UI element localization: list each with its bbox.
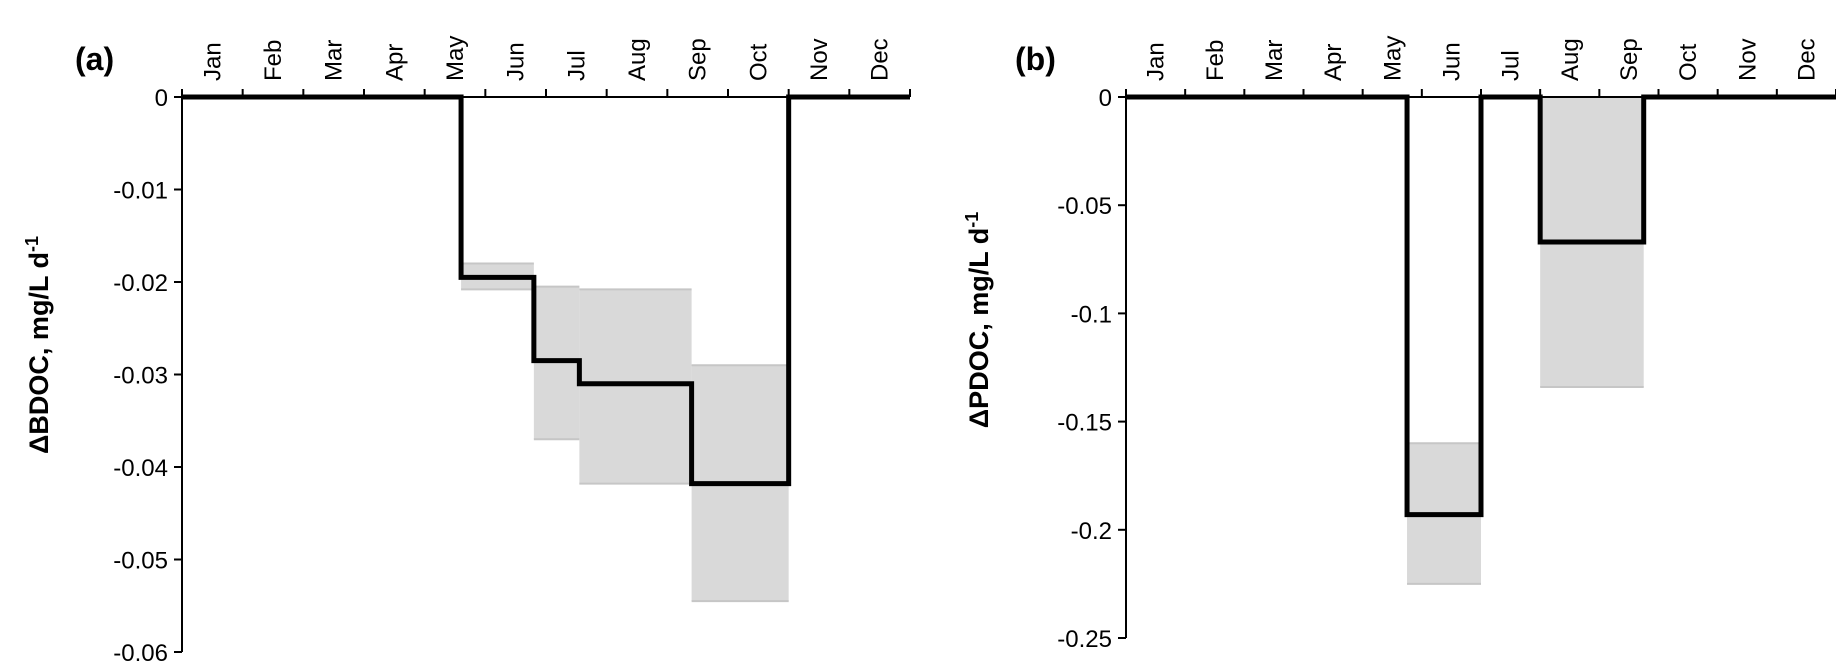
panel-a-x-tick-label-jul: Jul: [563, 50, 590, 81]
panel-b-y-tick-label-4: -0.2: [1071, 518, 1112, 545]
panel-b-axes: Jan Feb Mar Apr May Jun Jul Aug Sep Oct Nov Dec 0 -0.…: [1057, 36, 1836, 653]
panel-b-y-axis-label: ΔPDOC, mg/L d-1: [962, 212, 994, 428]
panel-a-x-tick-label-nov: Nov: [806, 38, 833, 81]
panel-b-label: (b): [1015, 41, 1056, 77]
panel-a-series-line-0: [182, 94, 910, 487]
panel-b-y-axis-label-text: ΔPDOC, mg/L d: [964, 228, 994, 428]
panel-a-x-tick-label-mar: Mar: [321, 40, 348, 81]
panel-a-chart: (a) ΔBDOC, mg/L d-1 Jan Feb Mar Apr May Jun Ju…: [22, 36, 911, 664]
panel-a-x-tick-label-feb: Feb: [260, 40, 287, 81]
panel-a-y-axis-label-superscript: -1: [22, 236, 42, 252]
panel-a-y-axis-label-text: ΔBDOC, mg/L d: [24, 252, 54, 454]
panel-a-y-tick-label-2: -0.02: [113, 270, 168, 297]
panel-b-x-tick-label-nov: Nov: [1734, 38, 1761, 81]
panel-b-x-tick-label-jul: Jul: [1498, 50, 1525, 81]
panel-b-x-tick-label-jan: Jan: [1143, 42, 1170, 81]
panel-b-bands: [1407, 96, 1644, 585]
panel-a-axes: Jan Feb Mar Apr May Jun Jul Aug Sep Oct Nov Dec 0 -0.…: [113, 36, 911, 664]
panel-a-y-tick-label-5: -0.05: [113, 548, 168, 575]
panel-a-x-tick-label-sep: Sep: [685, 38, 712, 81]
panel-b-series: [1126, 94, 1836, 518]
panel-a-x-tick-label-dec: Dec: [867, 38, 894, 81]
panel-b-x-tick-label-feb: Feb: [1202, 40, 1229, 81]
panel-b-x-tick-label-oct: Oct: [1675, 43, 1702, 81]
panel-a-x-tick-label-aug: Aug: [624, 38, 651, 81]
panel-b-x-tick-label-sep: Sep: [1616, 38, 1643, 81]
panel-b-y-tick-label-0: 0: [1099, 85, 1112, 112]
panel-a-x-tick-label-jan: Jan: [199, 42, 226, 81]
panel-b-y-tick-label-2: -0.1: [1071, 301, 1112, 328]
panel-b-x-tick-label-jun: Jun: [1438, 42, 1465, 81]
panel-a-x-tick-label-jun: Jun: [503, 42, 530, 81]
panel-a-y-tick-label-4: -0.04: [113, 455, 168, 482]
panel-a-y-tick-label-6: -0.06: [113, 640, 168, 664]
panel-b-x-tick-label-dec: Dec: [1793, 38, 1820, 81]
panel-a-label: (a): [75, 41, 114, 77]
panel-b-series-line-0: [1126, 94, 1836, 518]
panel-a-x-tick-label-oct: Oct: [745, 43, 772, 81]
panel-a-band-3: [579, 289, 692, 484]
panel-a-y-tick-label-1: -0.01: [113, 178, 168, 205]
panel-b-x-tick-label-apr: Apr: [1320, 44, 1347, 81]
panel-b-x-tick-label-aug: Aug: [1557, 38, 1584, 81]
panel-a-bands: [461, 262, 789, 603]
panel-b-x-tick-label-mar: Mar: [1261, 40, 1288, 81]
panel-b-y-axis-label-superscript: -1: [962, 212, 982, 228]
panel-b-y-tick-label-3: -0.15: [1057, 410, 1112, 437]
panel-b-chart: (b) ΔPDOC, mg/L d-1 Jan Feb Mar Apr May Jun Ju…: [962, 36, 1836, 653]
panel-a-y-tick-label-0: 0: [155, 85, 168, 112]
panel-a-x-tick-label-may: May: [442, 36, 469, 81]
panel-a-x-tick-label-apr: Apr: [381, 44, 408, 81]
panel-b-x-tick-label-may: May: [1379, 36, 1406, 81]
panel-b-y-tick-label-1: -0.05: [1057, 193, 1112, 220]
panel-a-y-axis-label: ΔBDOC, mg/L d-1: [22, 236, 54, 454]
panel-a-y-tick-label-3: -0.03: [113, 363, 168, 390]
panel-b-y-tick-label-5: -0.25: [1057, 626, 1112, 653]
panel-a-series: [182, 94, 910, 487]
